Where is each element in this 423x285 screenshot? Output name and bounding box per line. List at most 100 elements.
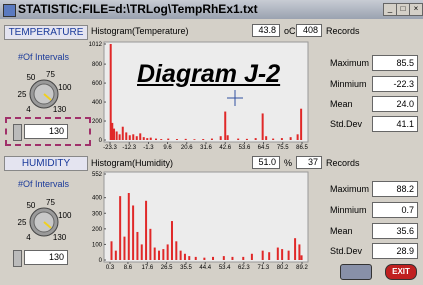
bar [116,131,118,140]
spinner[interactable] [13,250,22,267]
bar [111,241,113,260]
bar [246,139,248,140]
bar [297,134,299,140]
window-title: STATISTIC:FILE=d:\TRLog\TempRhEx1.txt [18,2,258,16]
y-tick-label: 552 [92,172,103,178]
x-tick-label: 8.6 [124,265,133,271]
overlay-label: Diagram J-2 [137,60,280,89]
bar [301,255,303,260]
bar [220,136,222,140]
bar [176,139,178,140]
x-tick-label: 35.5 [180,265,192,271]
stat-label: Minmium [330,79,367,89]
bar [195,257,197,260]
records-label: Records [326,26,360,36]
bar [272,139,274,140]
bar [224,112,226,140]
knob-scale-label: 25 [18,90,27,99]
bar [132,205,134,260]
y-tick-label: 0 [99,138,103,144]
bar [125,132,127,140]
stat-label: Mean [330,99,353,109]
stat-value: 35.6 [372,223,418,239]
bar [141,244,143,260]
bar [231,257,233,260]
minimize-button[interactable]: _ [383,3,397,16]
stat-label: Std.Dev [330,246,362,256]
bar [184,254,186,260]
x-tick-label: 17.6 [142,265,154,271]
stat-value: -22.3 [372,76,418,92]
bar [149,229,151,260]
section-label: TEMPERATURE [4,25,88,40]
bar [162,249,164,260]
intervals-input[interactable]: 130 [24,250,68,265]
bar [150,138,152,140]
bar [158,251,160,260]
bar [255,138,257,140]
bar [139,133,141,140]
bar [145,201,147,260]
bar [300,109,302,140]
bar [175,241,177,260]
title-bar: STATISTIC:FILE=d:\TRLog\TempRhEx1.txt [0,0,423,19]
bar [167,244,169,260]
x-tick-label: 75.5 [277,145,289,151]
current-field: 43.8 [252,24,280,37]
y-tick-label: 400 [92,100,103,106]
bar [129,135,131,140]
section-label: HUMIDITY [4,156,88,171]
x-tick-label: 86.5 [296,145,308,151]
y-tick-label: 300 [92,211,103,217]
x-tick-label: 0.3 [106,265,115,271]
bar [155,139,157,140]
bar [288,251,290,260]
bar [132,134,134,140]
stat-label: Std.Dev [330,119,362,129]
bar [281,249,283,260]
bar [119,196,121,260]
close-button[interactable]: × [409,3,423,16]
bar [202,139,204,140]
bar [136,232,138,260]
y-tick-label: 400 [92,196,103,202]
knob-scale-label: 100 [58,83,72,92]
histogram-title: Histogram(Humidity) [91,158,173,168]
x-tick-label: 62.3 [238,265,250,271]
window: STATISTIC:FILE=d:\TRLog\TempRhEx1.txt _ … [0,0,423,285]
print-button[interactable] [340,264,372,280]
bar [298,244,300,260]
app-icon [3,4,16,17]
unit-label: oC [284,26,296,36]
stat-value: 24.0 [372,96,418,112]
bar [111,123,113,140]
y-tick-label: 200 [92,119,103,125]
x-tick-label: 80.2 [277,265,289,271]
stat-label: Minmium [330,205,367,215]
highlight-box [5,117,91,146]
maximize-button[interactable]: □ [396,3,410,16]
knob-scale-label: 50 [26,73,35,82]
bar [227,135,229,140]
bar [143,137,145,140]
stat-value: 88.2 [372,181,418,197]
y-tick-label: 600 [92,81,103,87]
bar [188,256,190,260]
exit-button[interactable]: EXIT [385,264,417,280]
stat-value: 0.7 [372,202,418,218]
bar [211,139,213,140]
x-tick-label: 71.3 [257,265,269,271]
records-label: Records [326,158,360,168]
bar [294,238,296,260]
knob-scale-label: 25 [18,218,27,227]
histogram-title: Histogram(Temperature) [91,26,189,36]
bar [223,256,225,260]
x-tick-label: -1.3 [143,145,154,151]
bar [185,139,187,140]
x-tick-label: 42.6 [219,145,231,151]
plot-area [104,42,308,142]
knob-scale-label: 50 [26,201,35,210]
